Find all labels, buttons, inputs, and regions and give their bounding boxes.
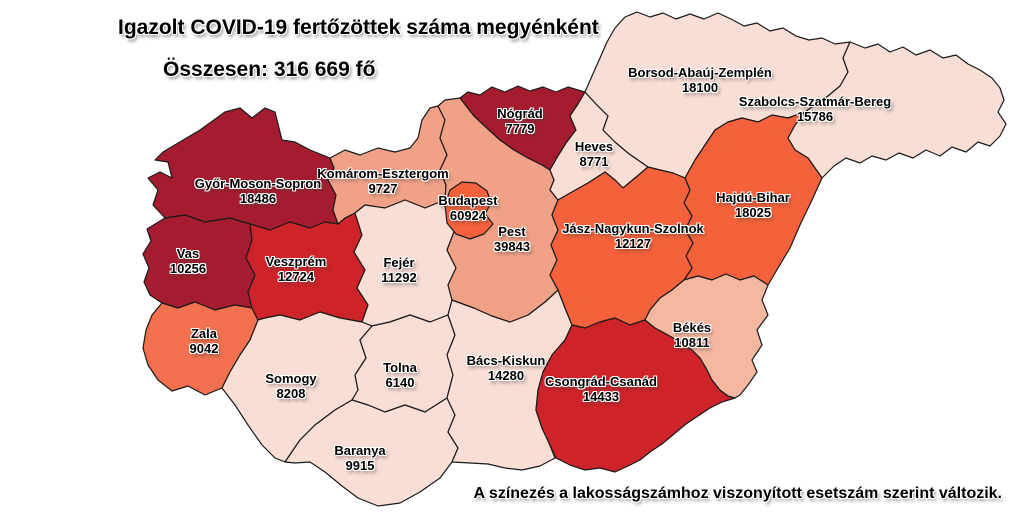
county-shape-budapest	[444, 181, 494, 240]
county-shape-gyor-moson-sopron	[147, 107, 339, 231]
page-title: Igazolt COVID-19 fertőzöttek száma megyé…	[118, 16, 599, 39]
county-shape-baranya	[284, 397, 459, 507]
county-shape-vas	[142, 214, 256, 311]
color-scale-note: A színezés a lakosságszámhoz viszonyítot…	[473, 485, 1002, 502]
county-shape-veszprem	[245, 212, 369, 323]
total-count: Összesen: 316 669 fő	[163, 58, 376, 81]
county-shape-fejer	[353, 199, 457, 327]
county-shape-bekes	[644, 273, 769, 399]
county-shape-jasz-nagykun-szolnok	[549, 166, 694, 329]
